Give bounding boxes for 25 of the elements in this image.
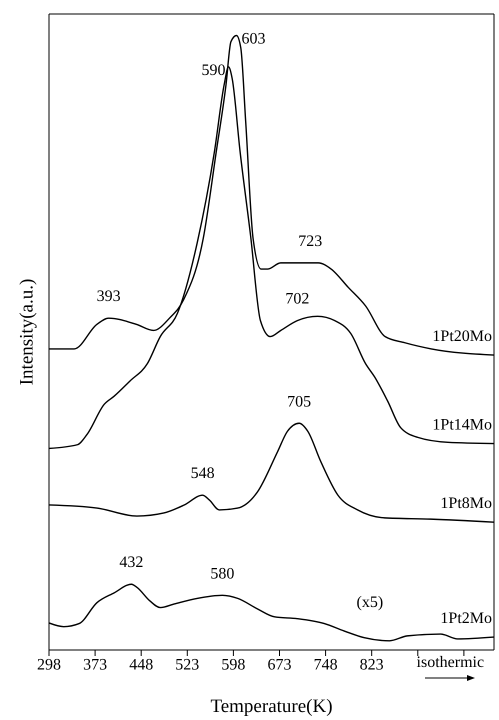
x-tick-label: 673 [267,656,292,674]
series-label: 1Pt8Mo [440,495,492,512]
annotation: 723 [298,232,322,250]
series-label: 1Pt2Mo [440,610,492,628]
y-axis-title: Intensity(a.u.) [16,278,38,386]
annotation: 432 [119,554,144,572]
annotation: (x5) [356,594,384,612]
x-tick-label: 523 [175,656,200,674]
text: isothermic [416,654,486,672]
x-tick-label: 598 [221,656,246,674]
annotation: 393 [96,288,121,306]
annotation: 580 [210,565,234,582]
x-tick-label: 373 [83,656,108,674]
x-tick-label: 748 [314,656,338,674]
x-tick-label: 448 [129,656,154,674]
x-tick-label: 298 [37,656,61,674]
annotation: 590 [201,62,226,79]
x-axis-title: Temperature(K) [210,696,333,717]
x-tick-label: 823 [360,656,384,674]
annotation: 603 [241,30,266,48]
series-label: 1Pt14Mo [432,416,492,434]
annotation: 548 [190,465,215,482]
annotation: 702 [285,290,310,308]
series-label: 1Pt20Mo [432,328,492,346]
annotation: 705 [287,393,312,410]
